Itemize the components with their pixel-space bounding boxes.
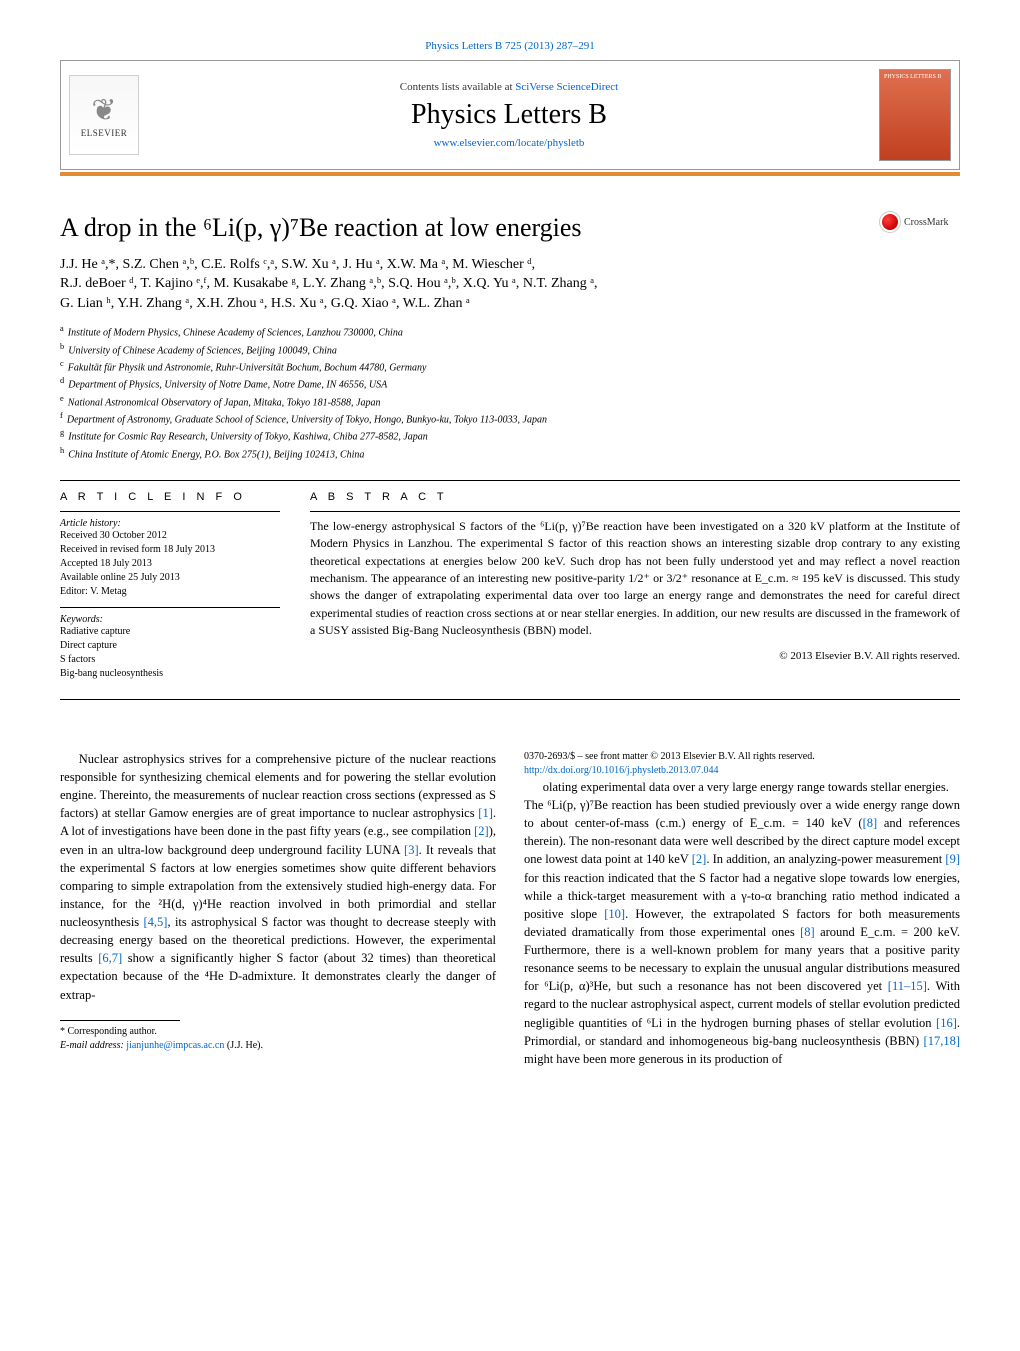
- citation-link[interactable]: [17,18]: [924, 1034, 960, 1048]
- crossmark-label: CrossMark: [904, 217, 948, 228]
- affiliation-line: c Fakultät für Physik und Astronomie, Ru…: [60, 358, 960, 375]
- body-text: Nuclear astrophysics strives for a compr…: [60, 750, 960, 1068]
- article-history-label: Article history:: [60, 518, 280, 529]
- affiliation-line: h China Institute of Atomic Energy, P.O.…: [60, 445, 960, 462]
- article-info-column: A R T I C L E I N F O Article history: R…: [60, 491, 280, 681]
- tree-icon: ❦: [91, 93, 116, 128]
- affiliation-line: d Department of Physics, University of N…: [60, 375, 960, 392]
- footnote-rule: [60, 1020, 180, 1021]
- abstract-heading: A B S T R A C T: [310, 491, 960, 503]
- history-line: Accepted 18 July 2013: [60, 557, 280, 571]
- corresponding-author-note: * Corresponding author. E-mail address: …: [60, 1025, 496, 1053]
- keyword-line: S factors: [60, 653, 280, 667]
- journal-homepage-link[interactable]: www.elsevier.com/locate/physletb: [434, 137, 585, 149]
- keyword-line: Big-bang nucleosynthesis: [60, 667, 280, 681]
- affiliation-line: g Institute for Cosmic Ray Research, Uni…: [60, 427, 960, 444]
- keyword-line: Radiative capture: [60, 625, 280, 639]
- history-line: Available online 25 July 2013: [60, 571, 280, 585]
- email-label: E-mail address:: [60, 1040, 126, 1051]
- authors-block: J.J. He ᵃ,*, S.Z. Chen ᵃ,ᵇ, C.E. Rolfs ᶜ…: [60, 255, 960, 314]
- email-who: (J.J. He).: [224, 1040, 263, 1051]
- footnote-star: * Corresponding author.: [60, 1025, 496, 1039]
- contents-prefix: Contents lists available at: [400, 81, 515, 93]
- keywords-label: Keywords:: [60, 614, 280, 625]
- abstract-text: The low-energy astrophysical S factors o…: [310, 518, 960, 640]
- history-line: Received in revised form 18 July 2013: [60, 543, 280, 557]
- affiliations: a Institute of Modern Physics, Chinese A…: [60, 323, 960, 462]
- front-matter-line: 0370-2693/$ – see front matter © 2013 El…: [524, 750, 960, 764]
- citation-link[interactable]: [11–15]: [888, 979, 927, 993]
- citation-link[interactable]: [8]: [863, 816, 878, 830]
- divider-rule: [60, 480, 960, 481]
- elsevier-logo: ❦ ELSEVIER: [69, 75, 139, 155]
- header-citation[interactable]: Physics Letters B 725 (2013) 287–291: [60, 40, 960, 52]
- history-line: Received 30 October 2012: [60, 529, 280, 543]
- history-line: Editor: V. Metag: [60, 585, 280, 599]
- citation-link[interactable]: [16]: [936, 1016, 957, 1030]
- affiliation-line: a Institute of Modern Physics, Chinese A…: [60, 323, 960, 340]
- journal-header: ❦ ELSEVIER Contents lists available at S…: [60, 60, 960, 170]
- cover-label: PHYSICS LETTERS B: [884, 74, 946, 80]
- abstract-column: A B S T R A C T The low-energy astrophys…: [310, 491, 960, 681]
- orange-rule: [60, 172, 960, 176]
- body-right-para: olating experimental data over a very la…: [524, 778, 960, 1068]
- authors-line-1: J.J. He ᵃ,*, S.Z. Chen ᵃ,ᵇ, C.E. Rolfs ᶜ…: [60, 255, 960, 275]
- citation-link[interactable]: [2]: [692, 852, 707, 866]
- doi-link[interactable]: http://dx.doi.org/10.1016/j.physletb.201…: [524, 765, 719, 776]
- authors-line-2: R.J. deBoer ᵈ, T. Kajino ᵉ,ᶠ, M. Kusakab…: [60, 274, 960, 294]
- affiliation-line: f Department of Astronomy, Graduate Scho…: [60, 410, 960, 427]
- citation-link[interactable]: [8]: [800, 925, 815, 939]
- journal-title: Physics Letters B: [151, 99, 867, 131]
- citation-link[interactable]: [1]: [478, 806, 493, 820]
- crossmark-badge[interactable]: CrossMark: [880, 212, 960, 232]
- keyword-line: Direct capture: [60, 639, 280, 653]
- divider-rule-2: [60, 699, 960, 700]
- citation-link[interactable]: [3]: [404, 843, 419, 857]
- citation-link[interactable]: [6,7]: [98, 951, 122, 965]
- citation-link[interactable]: [2]: [474, 824, 489, 838]
- sciencedirect-link[interactable]: SciVerse ScienceDirect: [515, 81, 618, 93]
- elsevier-name: ELSEVIER: [81, 128, 128, 138]
- journal-cover-thumb: PHYSICS LETTERS B: [879, 69, 951, 161]
- citation-link[interactable]: [10]: [604, 907, 625, 921]
- citation-link[interactable]: [9]: [945, 852, 960, 866]
- contents-line: Contents lists available at SciVerse Sci…: [151, 81, 867, 93]
- citation-link[interactable]: [4,5]: [144, 915, 168, 929]
- article-info-heading: A R T I C L E I N F O: [60, 491, 280, 503]
- author-email-link[interactable]: jianjunhe@impcas.ac.cn: [126, 1040, 224, 1051]
- body-left-para: Nuclear astrophysics strives for a compr…: [60, 750, 496, 1004]
- abstract-copyright: © 2013 Elsevier B.V. All rights reserved…: [310, 650, 960, 662]
- authors-line-3: G. Lian ʰ, Y.H. Zhang ᵃ, X.H. Zhou ᵃ, H.…: [60, 294, 960, 314]
- affiliation-line: e National Astronomical Observatory of J…: [60, 393, 960, 410]
- crossmark-icon: [880, 212, 900, 232]
- front-matter-block: 0370-2693/$ – see front matter © 2013 El…: [524, 750, 960, 778]
- article-title: A drop in the ⁶Li(p, γ)⁷Be reaction at l…: [60, 212, 868, 245]
- affiliation-line: b University of Chinese Academy of Scien…: [60, 341, 960, 358]
